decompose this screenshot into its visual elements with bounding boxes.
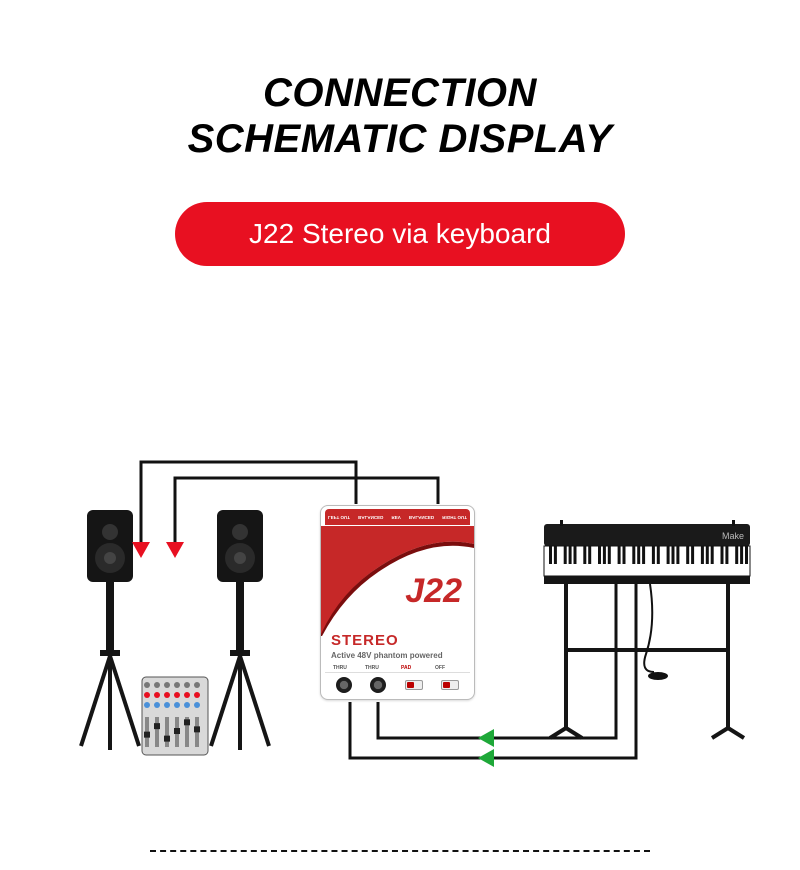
di-box: LEFT OUT BALANCED REV BALANCED RIGHT OUT… bbox=[320, 505, 475, 700]
di-thru-2: THRU bbox=[365, 665, 379, 671]
di-pad-switch bbox=[405, 680, 423, 690]
speaker-right bbox=[205, 510, 275, 760]
di-thru-1: THRU bbox=[333, 665, 347, 671]
di-subtitle: Active 48V phantom powered bbox=[331, 651, 443, 660]
equipment-layer: LEFT OUT BALANCED REV BALANCED RIGHT OUT… bbox=[0, 450, 800, 820]
arrow-to-speaker-l bbox=[132, 542, 150, 558]
di-logo: J22 bbox=[405, 572, 462, 611]
diagram-stage: LEFT OUT BALANCED REV BALANCED RIGHT OUT… bbox=[0, 450, 800, 820]
di-top-right-out: RIGHT OUT bbox=[442, 515, 467, 520]
di-top-left-out: LEFT OUT bbox=[328, 515, 350, 520]
di-top-balanced-r: BALANCED bbox=[409, 515, 434, 520]
svg-text:Make: Make bbox=[722, 531, 744, 541]
arrow-from-keyboard-1 bbox=[478, 729, 494, 747]
mixer-icon bbox=[140, 675, 210, 757]
di-stereo-label: STEREO bbox=[331, 632, 399, 649]
pill-label: J22 Stereo via keyboard bbox=[249, 218, 551, 249]
di-input-jack-2 bbox=[370, 677, 386, 693]
di-pad: PAD bbox=[401, 665, 411, 671]
di-top-strip: LEFT OUT BALANCED REV BALANCED RIGHT OUT bbox=[325, 509, 470, 525]
di-top-rev: REV bbox=[391, 515, 400, 520]
di-bottom-row bbox=[325, 672, 470, 696]
di-mono: OFF bbox=[435, 665, 445, 671]
subtitle-pill: J22 Stereo via keyboard bbox=[175, 202, 625, 266]
title-line-1: CONNECTION bbox=[263, 71, 537, 115]
di-input-jack-1 bbox=[336, 677, 352, 693]
title-line-2: SCHEMATIC DISPLAY bbox=[188, 117, 613, 161]
arrow-to-speaker-r bbox=[166, 542, 184, 558]
di-top-balanced-l: BALANCED bbox=[358, 515, 383, 520]
page-title: CONNECTION SCHEMATIC DISPLAY bbox=[0, 70, 800, 162]
keyboard-icon: Make bbox=[540, 520, 755, 750]
bottom-divider bbox=[150, 850, 650, 852]
di-mono-switch bbox=[441, 680, 459, 690]
arrow-from-keyboard-2 bbox=[478, 749, 494, 767]
